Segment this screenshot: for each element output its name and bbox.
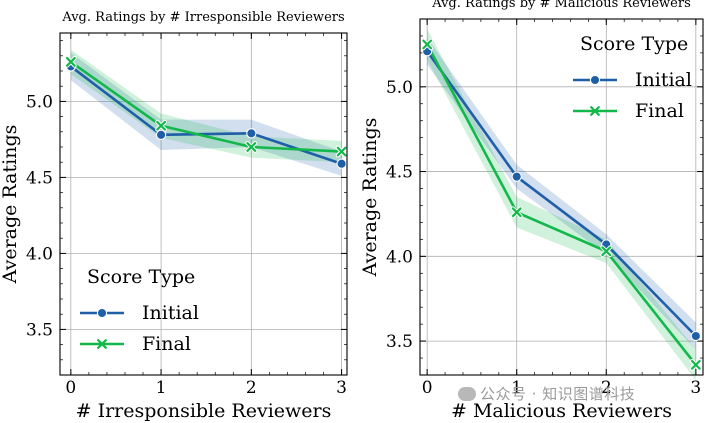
legend: Score Type Initial Final: [80, 266, 199, 355]
legend-marker-final: [97, 339, 107, 349]
legend-title: Score Type: [580, 33, 688, 55]
watermark-text: 公众号 · 知识图谱科技: [480, 385, 636, 403]
data-point-initial: [246, 128, 257, 139]
series-line-initial: [426, 50, 697, 337]
series-line-final: [426, 43, 697, 366]
legend-marker-initial: [589, 74, 601, 86]
legend-label-initial: Initial: [142, 302, 199, 324]
data-point-initial: [336, 158, 347, 169]
x-tick-label: 2: [601, 378, 612, 398]
y-tick-label: 4.0: [26, 244, 53, 264]
series-line-final: [70, 60, 342, 153]
ci-band-initial: [427, 37, 696, 350]
legend-title: Score Type: [87, 266, 195, 288]
y-tick-label: 5.0: [26, 92, 53, 112]
x-axis-label: # Malicious Reviewers: [451, 400, 672, 422]
legend-marker-initial: [96, 307, 108, 319]
y-tick-label: 3.5: [386, 332, 413, 352]
chart-title: Avg. Ratings by # Malicious Reviewers: [431, 0, 691, 11]
data-point-final: [336, 146, 347, 157]
y-axis-label: Average Ratings: [0, 125, 21, 285]
x-axis-label: # Irresponsible Reviewers: [76, 400, 332, 422]
y-tick-label: 5.0: [386, 78, 413, 98]
data-point-final: [156, 120, 166, 131]
chart-panel-1: Avg. Ratings by # Irresponsible Reviewer…: [0, 10, 348, 422]
x-tick-label: 1: [156, 378, 167, 398]
watermark: 公众号 · 知识图谱科技: [458, 383, 635, 404]
chart-panel-2: Avg. Ratings by # Malicious Reviewers 3.5…: [359, 0, 704, 422]
y-axis-label: Average Ratings: [359, 118, 381, 278]
x-tick-label: 2: [246, 378, 257, 398]
wechat-icon: [458, 387, 476, 401]
y-tick-label: 4.5: [26, 168, 53, 188]
data-point-initial: [690, 330, 701, 342]
ci-band-final: [427, 29, 696, 381]
y-tick-label: 4.5: [386, 163, 413, 183]
legend-label-final: Final: [142, 333, 191, 355]
data-point-initial: [511, 171, 522, 182]
data-point-final: [690, 359, 701, 370]
y-tick-label: 4.0: [386, 247, 413, 267]
ci-band-initial: [70, 52, 342, 176]
data-point-final: [511, 207, 522, 218]
x-tick-label: 0: [65, 378, 76, 398]
data-point-final: [601, 246, 612, 257]
x-tick-label: 3: [690, 378, 701, 398]
x-tick-label: 0: [422, 378, 433, 398]
x-tick-label: 3: [336, 378, 347, 398]
data-point-initial: [155, 129, 167, 140]
legend-marker-final: [590, 106, 600, 116]
y-tick-label: 3.5: [26, 320, 53, 340]
chart-title: Avg. Ratings by # Irresponsible Reviewer…: [61, 10, 344, 25]
data-point-final: [246, 142, 257, 152]
data-point-final: [65, 56, 76, 67]
legend-label-initial: Initial: [635, 69, 692, 91]
legend-label-final: Final: [635, 100, 684, 122]
plot-frame: [59, 32, 348, 376]
x-tick-label: 1: [511, 378, 522, 398]
plot-frame: [419, 18, 704, 376]
legend: Score Type Initial Final: [573, 33, 692, 122]
data-point-final: [422, 39, 433, 50]
